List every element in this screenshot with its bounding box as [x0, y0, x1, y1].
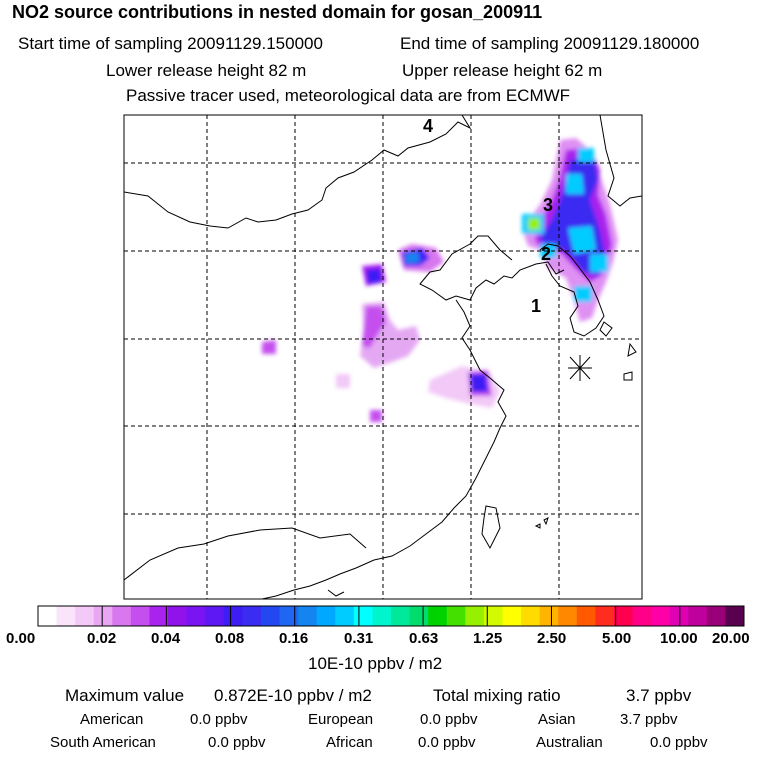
colorbar-tick: 5.00	[602, 630, 632, 647]
region-value: 0.0 ppbv	[208, 734, 266, 751]
colorbar-tick: 0.00	[6, 630, 36, 647]
max-value: 0.872E-10 ppbv / m2	[214, 686, 372, 705]
colorbar-tick: 10.00	[660, 630, 698, 647]
region-name: Australian	[536, 734, 603, 751]
colorbar-swatch	[706, 606, 726, 626]
colorbar-swatch	[298, 606, 318, 626]
colorbar-tick: 0.16	[279, 630, 309, 647]
colorbar-tick: 20.00	[712, 630, 750, 647]
region-value: 3.7 ppbv	[620, 711, 678, 728]
region-value: 0.0 ppbv	[650, 734, 708, 751]
region-name: South American	[50, 734, 156, 751]
colorbar-swatch	[75, 606, 95, 626]
colorbar-swatch	[688, 606, 708, 626]
colorbar-swatch	[279, 606, 299, 626]
colorbar-swatch	[112, 606, 132, 626]
colorbar-swatch	[669, 606, 689, 626]
region-value: 0.0 ppbv	[190, 711, 248, 728]
region-name: African	[326, 734, 373, 751]
colorbar-swatch	[56, 606, 76, 626]
colorbar-swatch	[558, 606, 578, 626]
colorbar-swatch	[335, 606, 355, 626]
colorbar-tick: 0.08	[215, 630, 245, 647]
colorbar-swatch	[521, 606, 541, 626]
figure-title: NO2 source contributions in nested domai…	[12, 2, 543, 22]
colorbar-swatch	[465, 606, 485, 626]
region-value: 0.0 ppbv	[420, 711, 478, 728]
colorbar-swatch	[391, 606, 411, 626]
colorbar-swatch	[632, 606, 652, 626]
colorbar-swatch	[242, 606, 262, 626]
colorbar-swatch	[446, 606, 466, 626]
colorbar-unit: 10E-10 ppbv / m2	[308, 654, 443, 673]
colorbar-swatch	[93, 606, 113, 626]
colorbar-swatch	[595, 606, 615, 626]
colorbar-swatch	[168, 606, 188, 626]
total-mixing-value: 3.7 ppbv	[626, 686, 692, 705]
colorbar-swatch	[651, 606, 671, 626]
colorbar-swatch	[353, 606, 373, 626]
start-time-label: Start time of sampling 20091129.150000	[18, 34, 323, 53]
tracer-note: Passive tracer used, meteorological data…	[126, 86, 571, 105]
colorbar-swatch	[428, 606, 448, 626]
colorbar-swatch	[223, 606, 243, 626]
colorbar-swatch	[725, 606, 745, 626]
point-label-2: 2	[541, 244, 551, 264]
colorbar-tick: 0.04	[151, 630, 181, 647]
concentration-plumes	[262, 138, 618, 422]
colorbar-swatch	[576, 606, 596, 626]
total-mixing-label: Total mixing ratio	[433, 686, 561, 705]
colorbar-swatch	[372, 606, 392, 626]
point-label-4: 4	[423, 116, 433, 136]
lower-release-height: Lower release height 82 m	[106, 61, 307, 80]
colorbar-swatch	[38, 606, 58, 626]
colorbar-tick: 2.50	[537, 630, 567, 647]
point-label-1: 1	[531, 296, 541, 316]
colorbar-swatch	[205, 606, 225, 626]
region-name: European	[308, 711, 374, 728]
colorbar-tick: 0.02	[87, 630, 117, 647]
colorbar-swatch	[186, 606, 206, 626]
region-name: American	[80, 711, 144, 728]
upper-release-height: Upper release height 62 m	[402, 61, 603, 80]
max-value-label: Maximum value	[65, 686, 185, 705]
colorbar-tick: 0.63	[409, 630, 439, 647]
region-name: Asian	[538, 711, 576, 728]
colorbar-swatch	[613, 606, 634, 626]
colorbar	[37, 605, 745, 627]
colorbar-swatch	[409, 606, 429, 626]
colorbar-swatch	[260, 606, 281, 626]
end-time-label: End time of sampling 20091129.180000	[400, 34, 700, 53]
colorbar-tick: 0.31	[344, 630, 374, 647]
colorbar-swatch	[502, 606, 522, 626]
colorbar-tick: 1.25	[473, 630, 503, 647]
colorbar-swatch	[149, 606, 169, 626]
region-value: 0.0 ppbv	[418, 734, 476, 751]
receptor-marker-icon	[568, 355, 592, 381]
lat-lon-grid	[124, 115, 642, 599]
colorbar-swatch	[316, 606, 336, 626]
colorbar-swatch	[539, 606, 559, 626]
colorbar-border	[37, 605, 745, 627]
colorbar-swatch	[130, 606, 150, 626]
point-label-3: 3	[543, 195, 553, 215]
colorbar-swatch	[483, 606, 503, 626]
